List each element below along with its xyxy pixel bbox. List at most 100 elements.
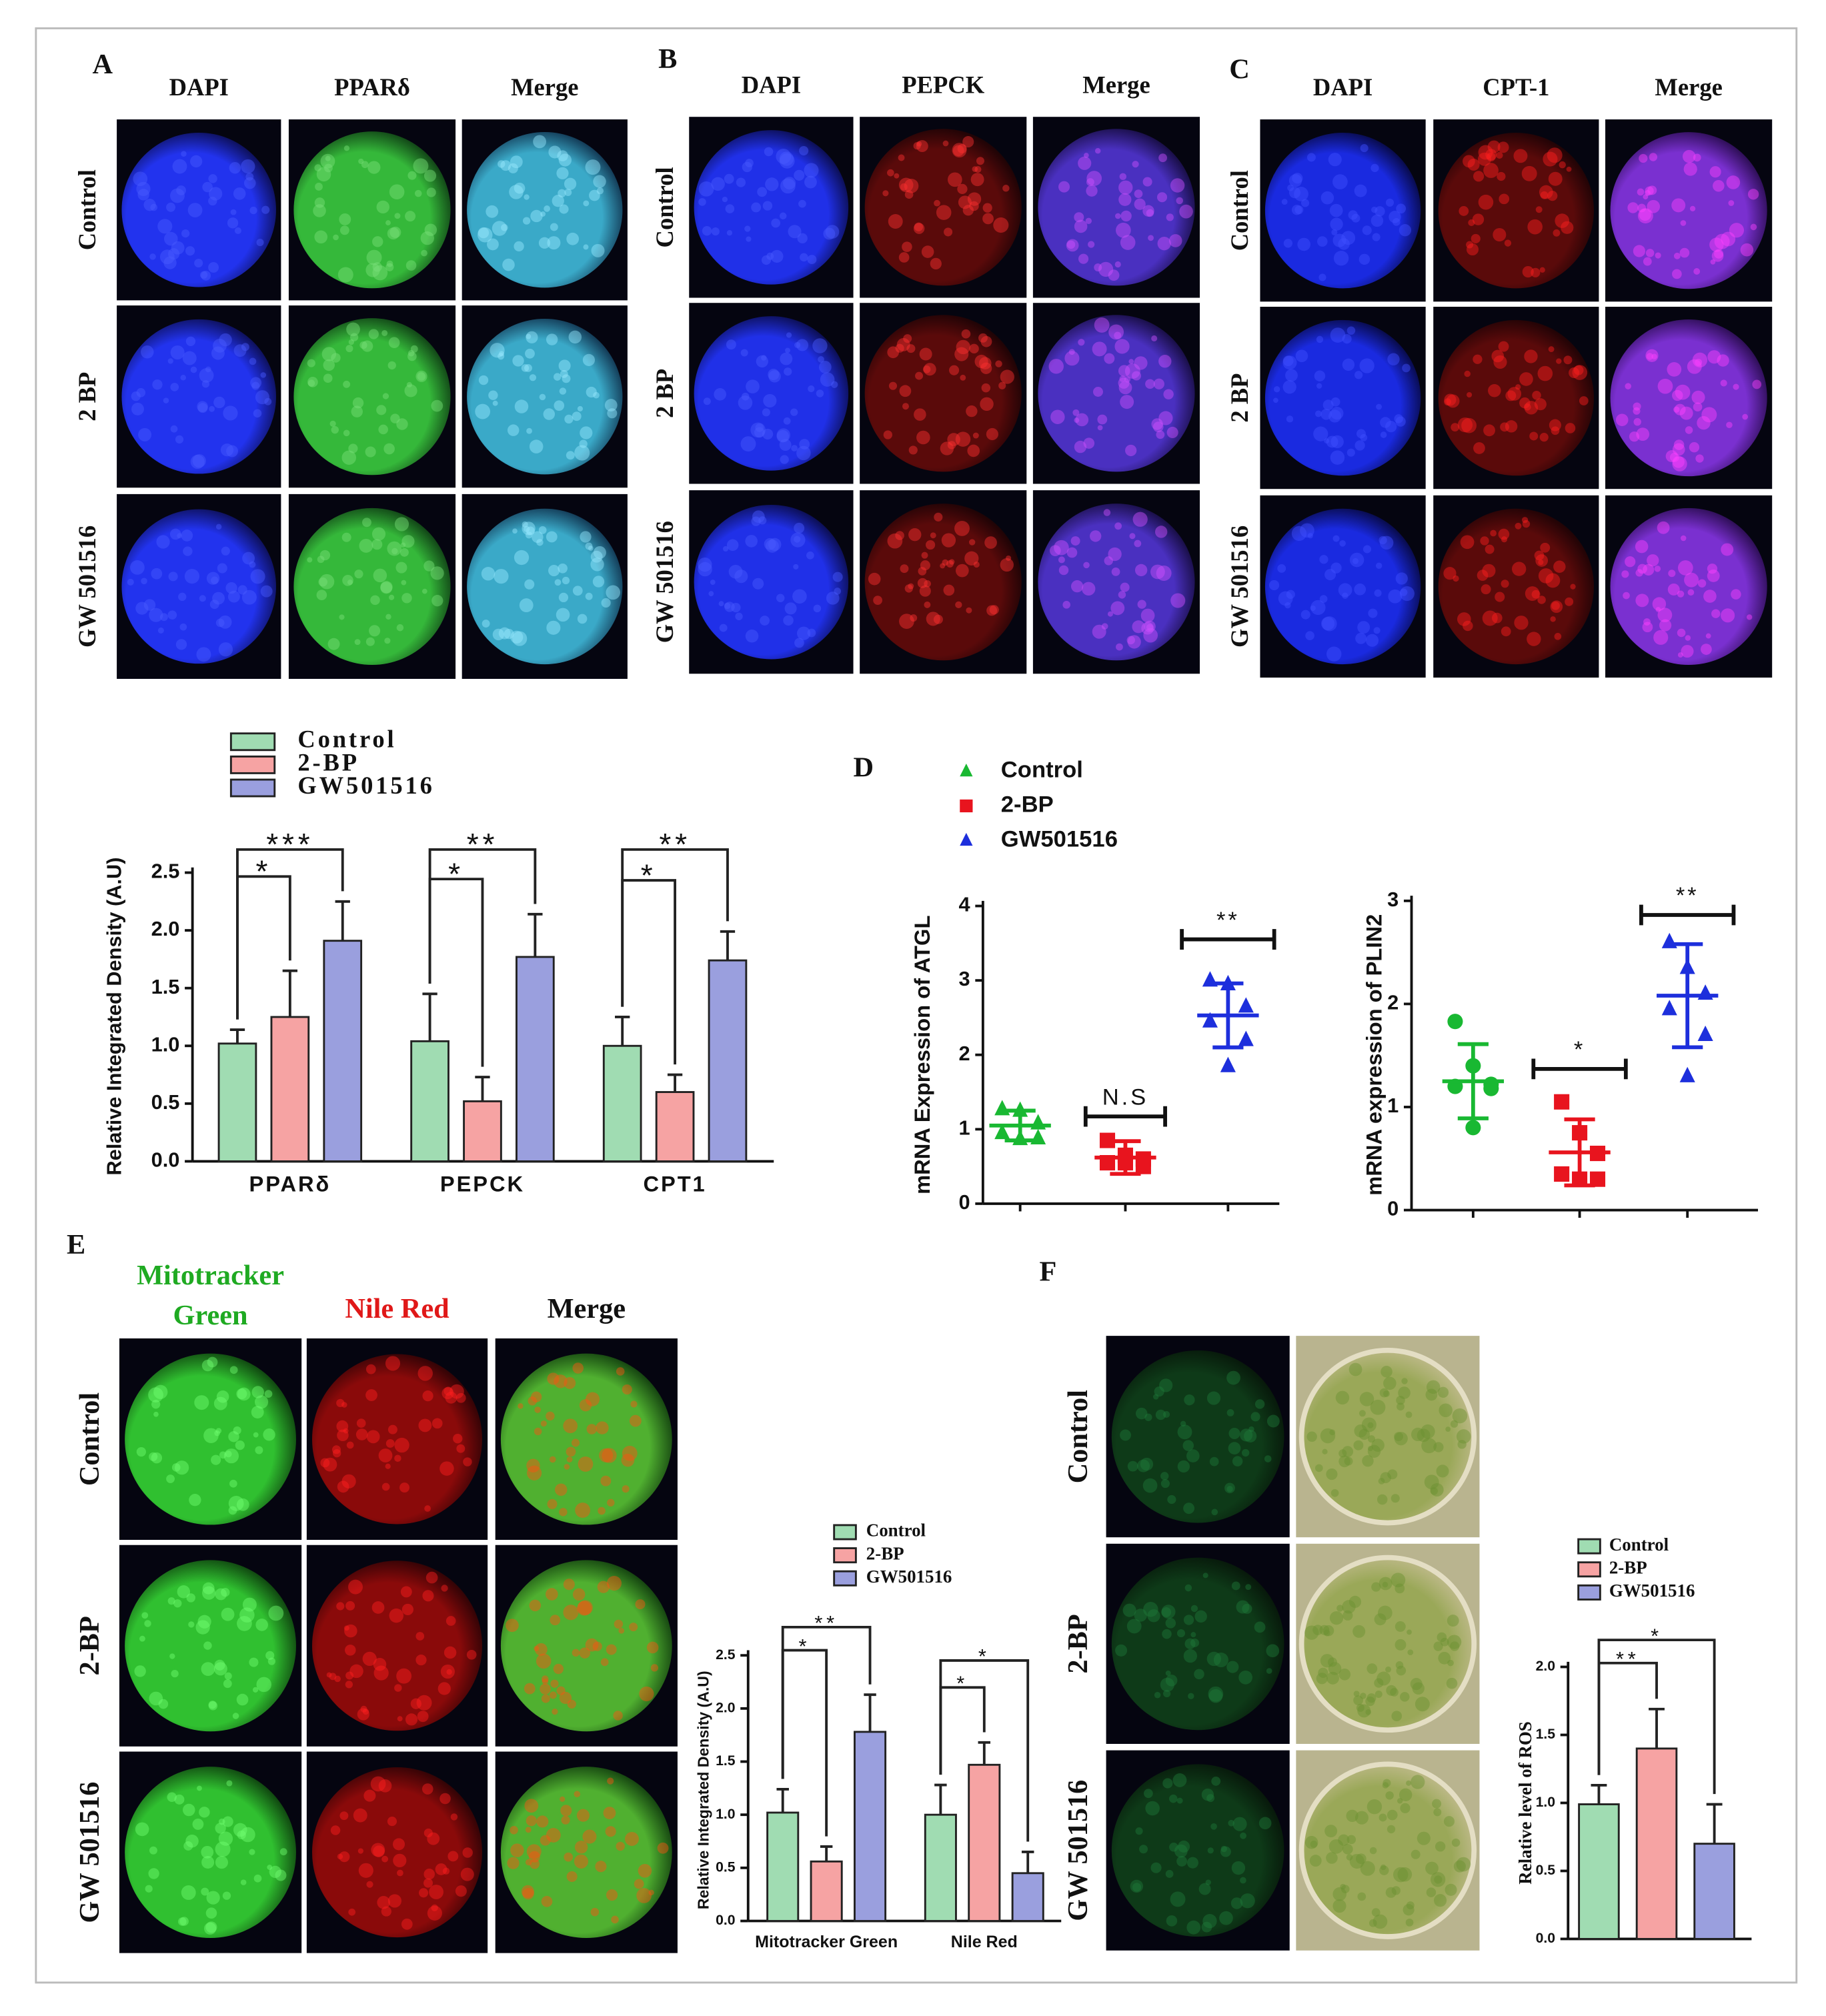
texture [698,562,712,577]
texture [614,1619,624,1629]
texture [806,552,814,560]
texture [1373,627,1381,634]
texture [194,1395,209,1410]
texture [1176,197,1183,205]
texture [163,397,169,403]
texture [243,177,256,189]
texture [624,1832,639,1846]
texture [1482,564,1496,578]
texture [163,256,177,269]
texture [943,584,955,596]
texture [419,1888,429,1898]
texture [566,451,575,460]
row-label: Control [73,169,101,250]
texture [1450,1420,1459,1428]
legend-swatch [833,1570,857,1587]
texture [253,409,262,418]
texture [220,443,234,457]
texture [1092,387,1103,397]
cell [293,508,451,665]
texture [1145,379,1155,389]
texture [564,1464,570,1470]
texture [429,1885,443,1899]
legend-label: GW501516 [297,772,434,799]
texture [522,522,536,536]
texture [502,258,515,271]
texture [766,252,774,260]
texture [546,1411,555,1421]
error-bar [229,1028,245,1044]
texture [347,580,353,586]
texture [1354,1424,1367,1438]
texture [552,195,564,207]
texture [1709,166,1721,178]
texture [1561,221,1574,234]
significance-bracket [236,848,344,1020]
texture [556,608,570,622]
texture [140,345,154,359]
texture [202,181,213,193]
texture [538,526,547,534]
cell [694,316,849,471]
texture [1387,1809,1398,1821]
texture [1649,153,1658,161]
texture [435,1863,447,1875]
texture [401,1918,413,1930]
significance-label: ** [1616,1647,1640,1671]
texture [796,445,811,461]
texture [316,590,327,601]
texture [1310,1841,1318,1848]
texture [1305,631,1314,641]
texture [560,1805,572,1817]
error-bar [820,1845,833,1862]
texture [233,344,247,357]
texture [352,397,364,409]
texture [1304,1625,1319,1640]
texture [215,1856,228,1869]
texture [974,166,982,173]
texture [718,601,724,607]
texture [152,379,163,390]
row-label: GW 501516 [1226,526,1253,648]
texture [1519,372,1533,386]
texture [221,1588,230,1597]
texture [236,1498,249,1511]
texture [1226,1370,1240,1385]
texture [1406,1901,1415,1910]
row-label: GW 501516 [73,526,101,648]
texture [1707,350,1721,364]
texture [1288,187,1301,199]
texture [818,361,832,373]
texture [1088,241,1095,248]
cell [1298,1347,1477,1526]
texture [764,538,776,550]
texture [343,380,351,388]
texture [1382,1782,1389,1789]
texture [1381,1366,1393,1378]
legend-marker [960,799,973,813]
texture [171,241,185,255]
texture [1358,1410,1366,1417]
texture [381,329,388,336]
texture [1134,356,1148,370]
texture [1326,1852,1338,1864]
texture [1438,1651,1451,1665]
texture [1336,1605,1344,1612]
texture [1108,547,1122,562]
texture [1090,530,1102,542]
texture [1380,1864,1387,1871]
texture [136,387,146,397]
texture [498,353,505,360]
texture [1268,580,1280,591]
texture [543,408,556,420]
texture [501,224,508,231]
texture [924,580,931,588]
texture [196,647,211,662]
texture [1177,1424,1192,1440]
texture [776,149,792,164]
texture [392,1838,405,1851]
texture [1491,612,1503,624]
texture [1391,1494,1400,1503]
texture [345,1681,353,1689]
texture [1114,522,1122,530]
